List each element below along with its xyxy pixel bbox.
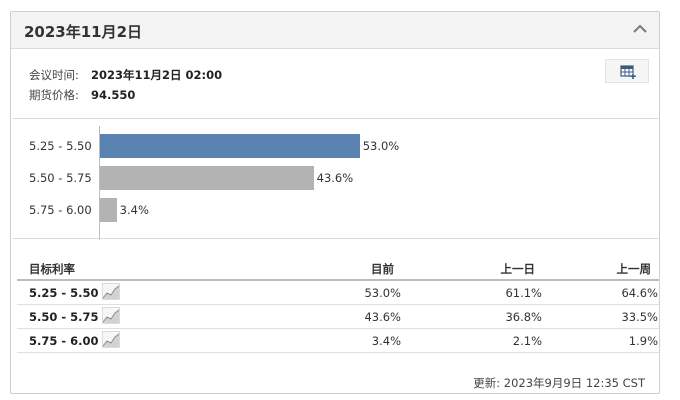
meeting-time-value: 2023年11月2日 02:00 [91,68,223,82]
export-table-button[interactable] [605,59,649,83]
sparkline-button[interactable] [102,331,120,348]
divider [13,238,658,239]
col-header-prev-day: 上一日 [500,262,536,276]
row-prev-day: 61.1% [505,286,542,300]
sparkline-icon [102,331,120,348]
table-row: 5.75 - 6.00 3.4% 2.1% 1.9% [17,329,659,353]
sparkline-button[interactable] [102,307,120,324]
probability-bar [100,166,314,190]
panel-title: 2023年11月2日 [24,23,143,41]
row-prev-day: 2.1% [512,334,542,348]
row-prev-week: 33.5% [621,310,658,324]
probability-bar [100,134,360,158]
collapse-button[interactable] [631,20,649,38]
chevron-up-icon [633,24,647,33]
row-current: 3.4% [371,334,401,348]
table-header-rule [17,279,659,281]
row-range: 5.25 - 5.50 [29,286,99,300]
bar-value-label: 3.4% [119,203,149,217]
row-prev-week: 1.9% [628,334,658,348]
col-header-current: 目前 [371,262,394,276]
row-current: 43.6% [364,310,401,324]
bar-value-label: 43.6% [316,171,354,185]
table-row: 5.25 - 5.50 53.0% 61.1% 64.6% [17,281,659,305]
meeting-time: 会议时间: 2023年11月2日 02:00 [29,67,222,83]
row-prev-day: 36.8% [505,310,542,324]
col-header-range: 目标利率 [29,262,75,276]
panel-header: 2023年11月2日 [11,12,659,49]
row-range: 5.75 - 6.00 [29,334,99,348]
bar-category-label: 5.50 - 5.75 [29,171,92,185]
futures-price-label: 期货价格: [29,88,79,102]
futures-price-value: 94.550 [91,88,136,102]
sparkline-icon [102,307,120,324]
table-row: 5.50 - 5.75 43.6% 36.8% 33.5% [17,305,659,329]
bar-category-label: 5.25 - 5.50 [29,139,92,153]
sparkline-button[interactable] [102,283,120,300]
col-header-prev-week: 上一周 [616,262,652,276]
row-range: 5.50 - 5.75 [29,310,99,324]
chart-axis [99,126,100,240]
futures-price: 期货价格: 94.550 [29,87,135,103]
table-export-icon [620,65,636,79]
row-current: 53.0% [364,286,401,300]
last-updated: 更新: 2023年9月9日 12:35 CST [473,376,645,390]
row-prev-week: 64.6% [621,286,658,300]
probability-bar [100,198,117,222]
meeting-time-label: 会议时间: [29,68,79,82]
probability-panel: 2023年11月2日 会议时间: 2023年11月2日 02:00 期货价格: 94… [10,11,660,394]
bar-value-label: 53.0% [362,139,400,153]
sparkline-icon [102,283,120,300]
bar-category-label: 5.75 - 6.00 [29,203,92,217]
divider [13,118,658,119]
